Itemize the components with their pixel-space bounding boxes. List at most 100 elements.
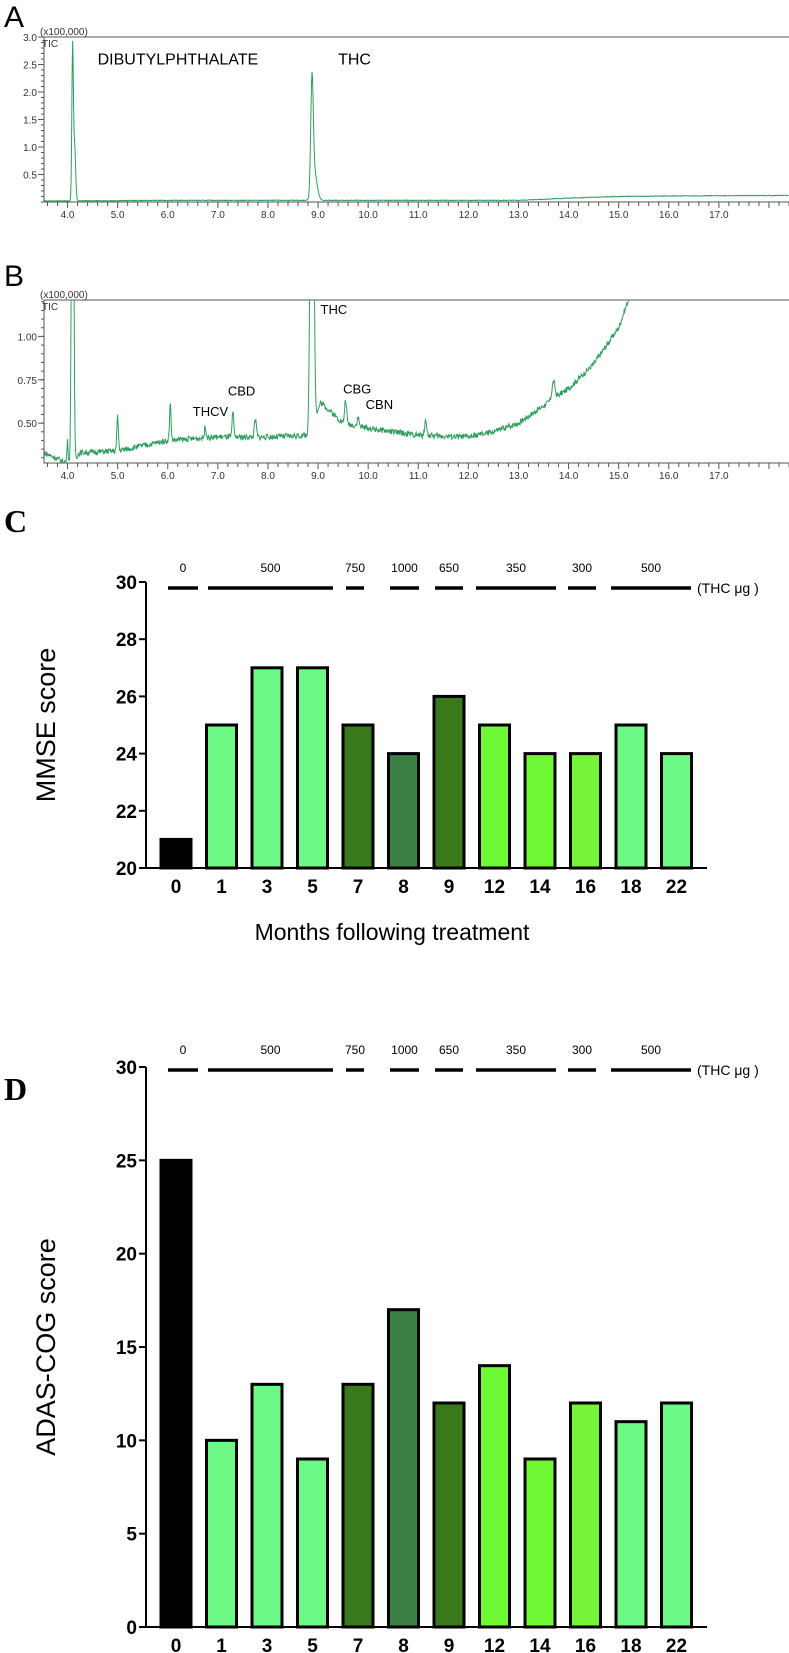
y-tick-label: 0.50 bbox=[18, 419, 38, 430]
scale-label: (x100,000) bbox=[40, 290, 88, 301]
x-tick-label: 0 bbox=[171, 877, 182, 898]
y-tick-label: 2.5 bbox=[23, 61, 37, 72]
dose-label: 1000 bbox=[391, 561, 418, 575]
x-tick-label: 16.0 bbox=[659, 471, 679, 482]
y-tick-label: 28 bbox=[116, 630, 137, 651]
y-tick-label: 0.75 bbox=[18, 376, 38, 387]
y-tick-label: 1.00 bbox=[18, 332, 38, 343]
x-tick-label: 5 bbox=[307, 877, 318, 898]
bar bbox=[250, 666, 284, 870]
x-tick-label: 5 bbox=[307, 1636, 318, 1653]
x-tick-label: 5.0 bbox=[111, 210, 125, 221]
x-tick-label: 11.0 bbox=[409, 210, 428, 221]
x-tick-label: 10.0 bbox=[358, 210, 378, 221]
x-tick-label: 17.0 bbox=[709, 471, 729, 482]
peak-label: THCV bbox=[193, 404, 229, 419]
y-tick-label: 0.5 bbox=[23, 171, 37, 182]
x-tick-label: 7 bbox=[353, 1636, 364, 1653]
bar bbox=[250, 1382, 284, 1629]
peak-label: CBD bbox=[228, 383, 255, 398]
bar bbox=[478, 723, 511, 870]
x-tick-label: 15.0 bbox=[609, 210, 629, 221]
x-tick-label: 4.0 bbox=[61, 210, 75, 221]
x-tick-label: 1 bbox=[216, 1636, 227, 1653]
dose-label: 500 bbox=[641, 1043, 661, 1057]
x-tick-label: 7 bbox=[353, 877, 364, 898]
x-tick-label: 18 bbox=[620, 1636, 641, 1653]
x-tick-label: 8 bbox=[398, 1636, 409, 1653]
bar bbox=[341, 1382, 375, 1629]
panel-label-b: B bbox=[4, 260, 24, 293]
bar bbox=[387, 1308, 420, 1629]
dose-label: 500 bbox=[260, 1043, 280, 1057]
dose-label: 300 bbox=[572, 561, 592, 575]
x-tick-label: 14 bbox=[529, 1636, 551, 1653]
x-tick-label: 10.0 bbox=[358, 471, 378, 482]
bar bbox=[159, 837, 193, 870]
bar bbox=[660, 1401, 693, 1629]
bar bbox=[296, 666, 329, 870]
bar bbox=[660, 752, 693, 870]
dose-label: 750 bbox=[345, 561, 365, 575]
dose-label: 500 bbox=[260, 561, 280, 575]
tic-trace bbox=[44, 40, 789, 202]
x-tick-label: 15.0 bbox=[609, 471, 629, 482]
y-tick-label: 22 bbox=[116, 802, 137, 823]
bar bbox=[614, 1420, 648, 1629]
dose-label: 500 bbox=[641, 561, 661, 575]
x-tick-label: 7.0 bbox=[211, 471, 225, 482]
x-tick-label: 16.0 bbox=[659, 210, 679, 221]
dose-label: 350 bbox=[506, 1043, 526, 1057]
bar bbox=[341, 723, 375, 870]
x-tick-label: 6.0 bbox=[161, 471, 175, 482]
bar bbox=[205, 723, 238, 870]
x-axis-title: Months following treatment bbox=[255, 919, 530, 945]
y-tick-label: 30 bbox=[116, 1058, 137, 1079]
x-tick-label: 8 bbox=[398, 877, 409, 898]
bar bbox=[523, 1457, 557, 1629]
y-axis-title: ADAS-COG score bbox=[31, 1238, 61, 1456]
peak-label: THC bbox=[338, 52, 371, 69]
x-tick-label: 7.0 bbox=[211, 210, 225, 221]
dose-unit: (THC μg ) bbox=[697, 580, 759, 596]
x-tick-label: 1 bbox=[216, 877, 227, 898]
x-tick-label: 6.0 bbox=[161, 210, 175, 221]
plot-frame bbox=[43, 299, 789, 464]
x-tick-label: 17.0 bbox=[709, 210, 729, 221]
x-tick-label: 9 bbox=[444, 877, 455, 898]
signal-label: TIC bbox=[42, 39, 58, 50]
y-tick-label: 3.0 bbox=[23, 33, 37, 44]
y-tick-label: 20 bbox=[116, 1245, 137, 1266]
dose-label: 300 bbox=[572, 1043, 592, 1057]
y-tick-label: 1.5 bbox=[23, 116, 37, 127]
x-tick-label: 3 bbox=[262, 877, 273, 898]
dose-unit: (THC μg ) bbox=[697, 1062, 759, 1078]
y-tick-label: 26 bbox=[116, 687, 137, 708]
scale-label: (x100,000) bbox=[40, 27, 88, 38]
bar bbox=[478, 1364, 511, 1629]
y-tick-label: 30 bbox=[116, 573, 137, 594]
x-tick-label: 22 bbox=[666, 1636, 687, 1653]
tic-trace bbox=[44, 300, 630, 463]
x-tick-label: 9.0 bbox=[311, 471, 325, 482]
y-tick-label: 2.0 bbox=[23, 88, 37, 99]
signal-label: TIC bbox=[42, 302, 58, 313]
x-tick-label: 9 bbox=[444, 1636, 455, 1653]
bar bbox=[569, 1401, 602, 1629]
x-tick-label: 14.0 bbox=[559, 471, 579, 482]
dose-label: 650 bbox=[439, 561, 459, 575]
y-tick-label: 20 bbox=[116, 859, 137, 880]
peak-label: CBN bbox=[366, 397, 393, 412]
peak-label: CBG bbox=[343, 382, 371, 397]
y-axis-title: MMSE score bbox=[31, 648, 61, 803]
x-tick-label: 13.0 bbox=[509, 210, 529, 221]
x-tick-label: 14 bbox=[529, 877, 551, 898]
x-tick-label: 8.0 bbox=[261, 210, 275, 221]
x-tick-label: 8.0 bbox=[261, 471, 275, 482]
dose-label: 1000 bbox=[391, 1043, 418, 1057]
bar bbox=[159, 1158, 193, 1629]
bar bbox=[205, 1438, 238, 1629]
peak-label: DIBUTYLPHTHALATE bbox=[98, 52, 259, 69]
y-tick-label: 0 bbox=[126, 1618, 137, 1639]
